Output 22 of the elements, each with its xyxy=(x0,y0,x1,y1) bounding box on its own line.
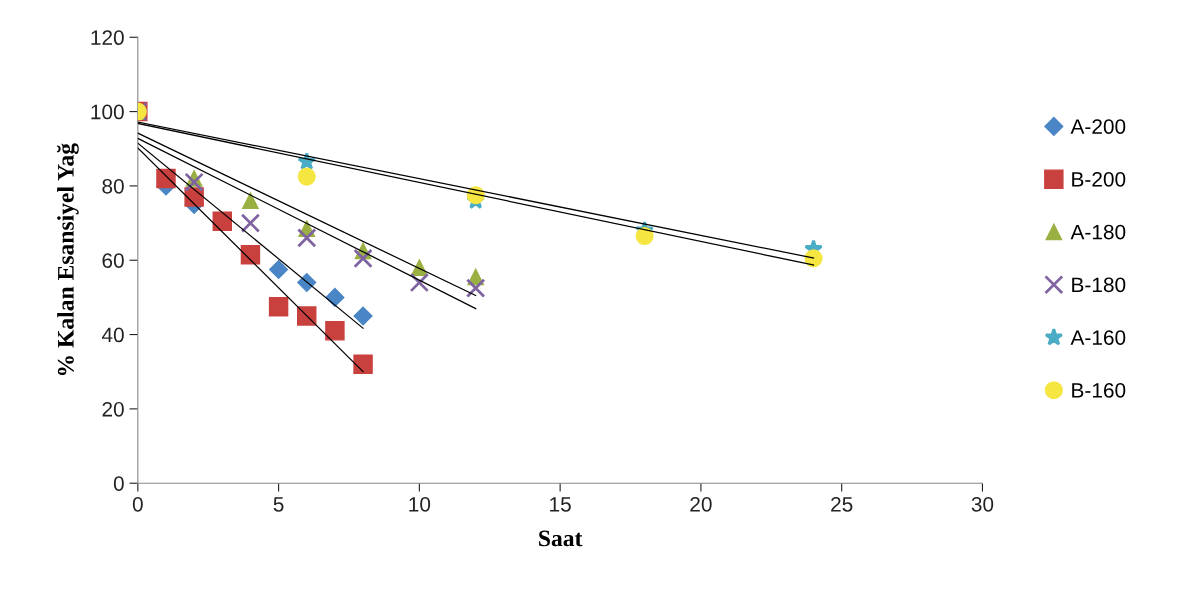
legend-label: A-160 xyxy=(1070,330,1126,345)
legend-label: B-160 xyxy=(1072,382,1126,398)
y-tick-label: 0 xyxy=(113,476,124,491)
y-axis-title: % Kalan Esansiyel Yağ xyxy=(56,143,79,376)
x-tick-label: 30 xyxy=(971,496,994,512)
y-tick-label: 60 xyxy=(102,253,124,268)
legend-label: B-200 xyxy=(1072,171,1126,187)
y-tick-label: 120 xyxy=(91,30,124,46)
x-tick-label: 5 xyxy=(273,497,284,512)
x-axis-title: Saat xyxy=(539,530,583,547)
y-tick-label: 40 xyxy=(101,327,124,343)
legend-label: A-180 xyxy=(1070,224,1126,240)
y-tick-label: 20 xyxy=(102,401,124,417)
x-tick-label: 10 xyxy=(409,496,431,512)
x-tick-label: 20 xyxy=(690,496,712,512)
legend-label: B-180 xyxy=(1072,277,1126,293)
y-tick-label: 100 xyxy=(91,104,124,120)
x-tick-label: 0 xyxy=(132,496,143,512)
y-tick-label: 80 xyxy=(102,178,124,194)
x-tick-label: 15 xyxy=(550,497,571,512)
x-tick-label: 25 xyxy=(831,496,853,512)
legend-label: A-200 xyxy=(1070,119,1126,134)
